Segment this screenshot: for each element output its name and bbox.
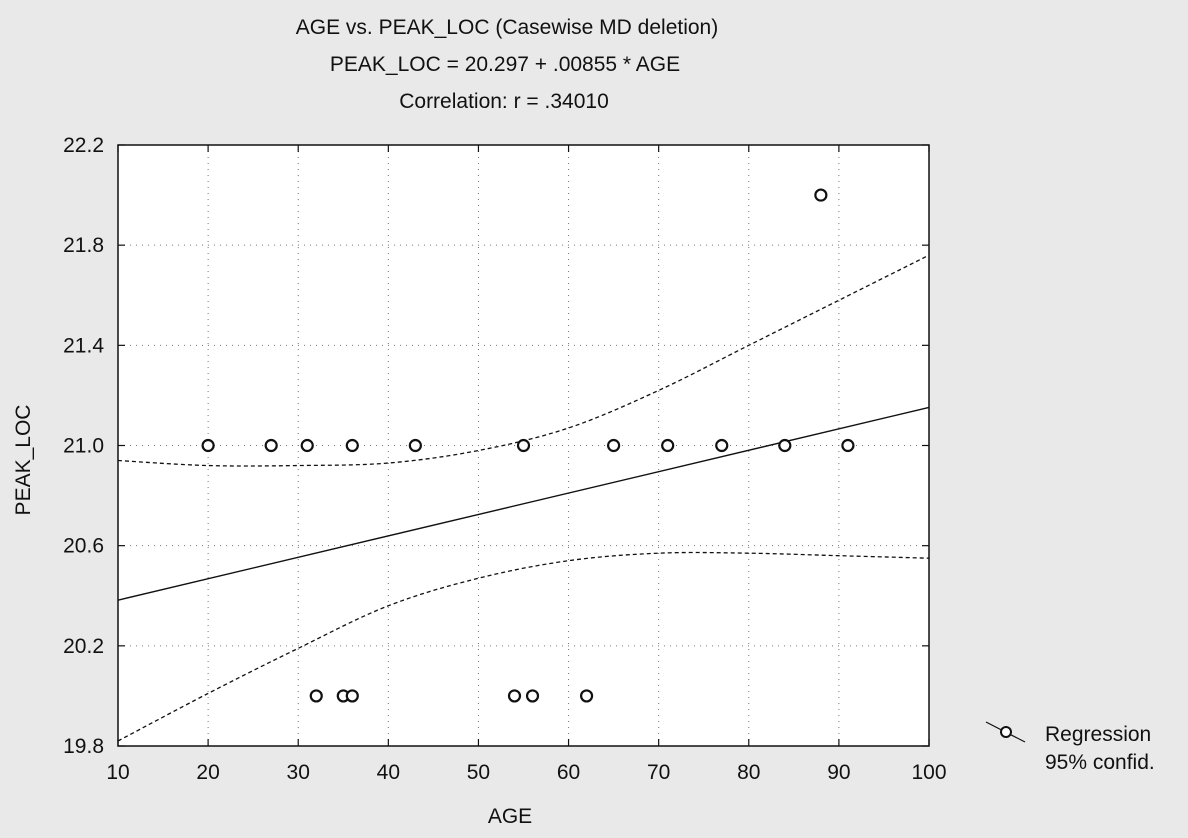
chart-subtitle-equation: PEAK_LOC = 20.297 + .00855 * AGE <box>330 53 680 76</box>
data-point <box>201 438 215 453</box>
confidence-band-upper <box>117 254 930 467</box>
y-tick-label: 20.6 <box>63 535 104 558</box>
data-point <box>661 438 675 453</box>
data-point <box>607 438 621 453</box>
chart-subtitle-correlation: Correlation: r = .34010 <box>399 90 609 113</box>
chart-titles: AGE vs. PEAK_LOC (Casewise MD deletion) … <box>296 16 718 113</box>
data-point <box>715 438 729 453</box>
x-tick-label: 80 <box>737 761 760 784</box>
data-point <box>814 188 828 202</box>
data-point <box>300 438 314 453</box>
y-tick-label: 20.2 <box>63 635 104 658</box>
x-tick-label: 10 <box>106 761 129 784</box>
x-axis-tick-labels: 10 20 30 40 50 60 70 80 90 100 <box>106 761 946 784</box>
y-axis-label: PEAK_LOC <box>12 405 35 516</box>
y-tick-label: 19.8 <box>63 735 104 758</box>
x-tick-label: 20 <box>196 761 219 784</box>
data-point <box>345 689 359 703</box>
regression-line <box>117 406 930 601</box>
legend-entry-confidence: 95% confid. <box>1045 751 1155 774</box>
data-point <box>516 438 531 453</box>
legend-regression-marker <box>1000 726 1012 738</box>
data-point <box>408 438 422 453</box>
legend: Regression 95% confid. <box>985 721 1155 774</box>
x-tick-label: 50 <box>467 761 490 784</box>
x-tick-label: 40 <box>377 761 400 784</box>
y-axis-tick-labels: 19.8 20.2 20.6 21.0 21.4 21.8 22.2 <box>63 134 104 758</box>
data-point <box>525 689 540 703</box>
legend-entry-regression: Regression <box>1045 723 1151 746</box>
series-layer <box>117 188 930 742</box>
y-tick-label: 22.2 <box>63 134 104 157</box>
confidence-band-lower <box>117 551 930 742</box>
data-point <box>778 438 792 453</box>
data-point <box>309 689 323 703</box>
y-tick-label: 21.8 <box>63 234 104 257</box>
x-tick-label: 60 <box>557 761 580 784</box>
y-tick-label: 21.4 <box>63 334 104 357</box>
data-point <box>264 438 278 453</box>
x-axis-label: AGE <box>488 805 532 828</box>
chart-title: AGE vs. PEAK_LOC (Casewise MD deletion) <box>296 16 718 39</box>
data-point <box>507 689 522 703</box>
x-tick-label: 100 <box>911 761 946 784</box>
y-tick-label: 21.0 <box>63 435 104 458</box>
data-point <box>841 438 855 453</box>
x-tick-label: 70 <box>647 761 670 784</box>
x-tick-label: 30 <box>287 761 310 784</box>
data-point <box>345 438 359 453</box>
data-point <box>579 689 594 703</box>
axis-ticks <box>117 144 930 747</box>
x-tick-label: 90 <box>827 761 850 784</box>
